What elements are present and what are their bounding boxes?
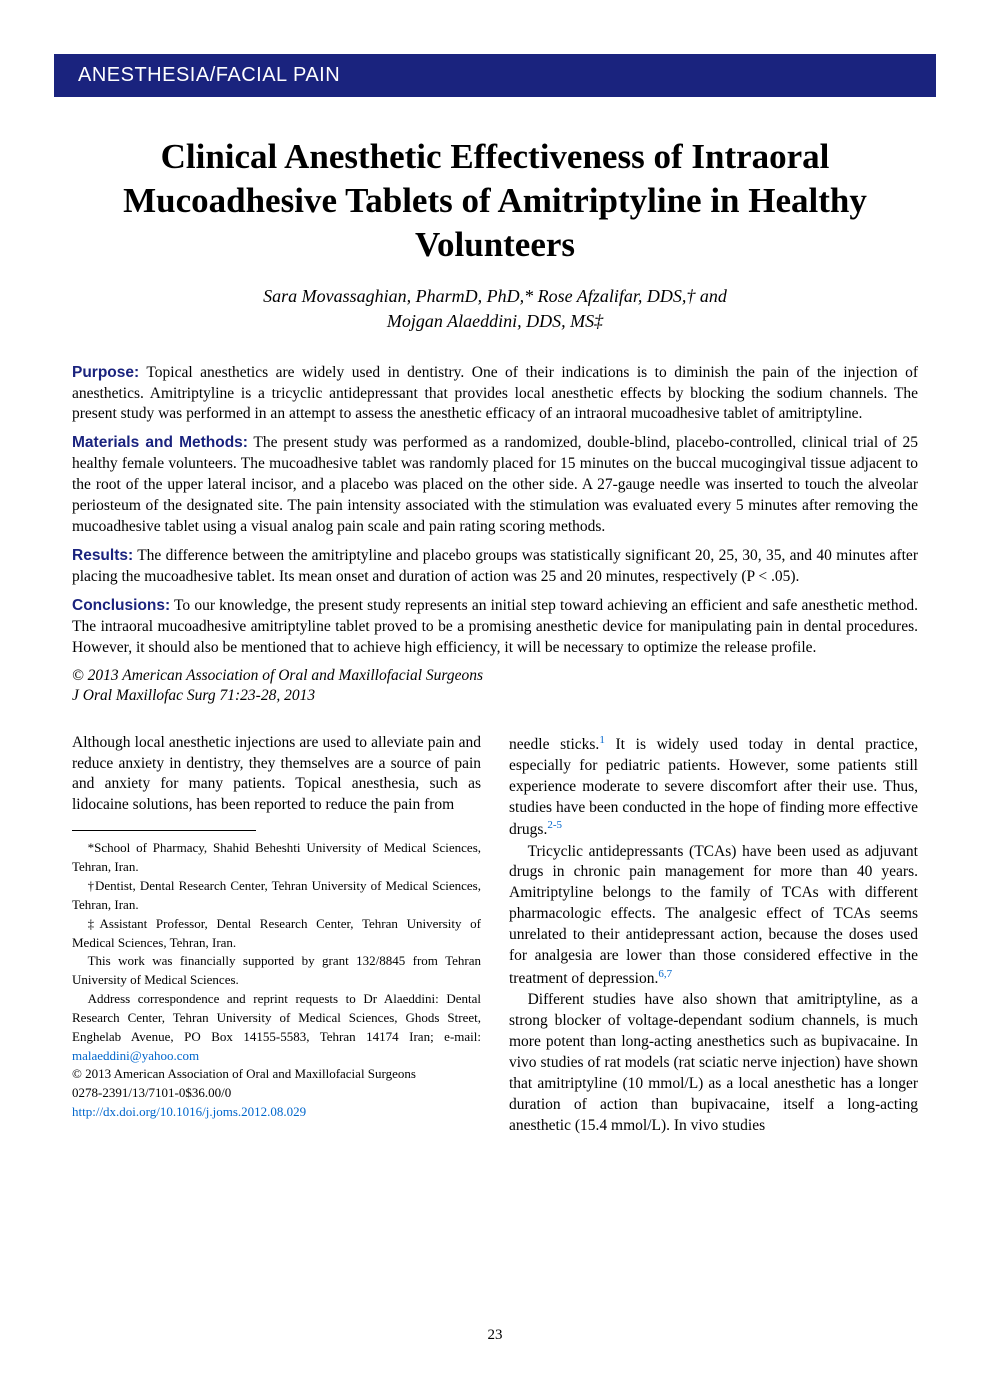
affil-doi: http://dx.doi.org/10.1016/j.joms.2012.08… xyxy=(72,1103,481,1122)
conclusions-label: Conclusions: xyxy=(72,597,170,614)
body-text-2a: Tricyclic antidepressants (TCAs) have be… xyxy=(509,843,918,988)
body-para-3: Different studies have also shown that a… xyxy=(509,990,918,1136)
copyright: © 2013 American Association of Oral and … xyxy=(72,667,918,685)
methods-label: Materials and Methods: xyxy=(72,434,248,451)
abstract: Purpose: Topical anesthetics are widely … xyxy=(72,363,918,659)
body-text-1a: needle sticks. xyxy=(509,736,599,753)
body-para-1-cont: needle sticks.1 It is widely used today … xyxy=(509,733,918,842)
affil-2: †Dentist, Dental Research Center, Tehran… xyxy=(72,877,481,915)
correspondence-email-link[interactable]: malaeddini@yahoo.com xyxy=(72,1048,199,1063)
ref-link-2-5[interactable]: 2-5 xyxy=(547,819,562,831)
citation: J Oral Maxillofac Surg 71:23-28, 2013 xyxy=(72,687,918,705)
abstract-conclusions: Conclusions: To our knowledge, the prese… xyxy=(72,596,918,659)
body-columns: Although local anesthetic injections are… xyxy=(72,733,918,1137)
body-para-2: Tricyclic antidepressants (TCAs) have be… xyxy=(509,842,918,991)
authors-line2: Mojgan Alaeddini, DDS, MS‡ xyxy=(387,311,603,331)
results-label: Results: xyxy=(72,547,133,564)
affil-copyright: © 2013 American Association of Oral and … xyxy=(72,1065,481,1084)
abstract-methods: Materials and Methods: The present study… xyxy=(72,433,918,538)
purpose-label: Purpose: xyxy=(72,364,139,381)
abstract-purpose: Purpose: Topical anesthetics are widely … xyxy=(72,363,918,426)
page-number: 23 xyxy=(0,1327,990,1344)
article-title: Clinical Anesthetic Effectiveness of Int… xyxy=(90,135,900,266)
affiliation-divider xyxy=(72,830,256,831)
body-para-1: Although local anesthetic injections are… xyxy=(72,733,481,817)
doi-link[interactable]: http://dx.doi.org/10.1016/j.joms.2012.08… xyxy=(72,1104,306,1119)
affil-correspondence: Address correspondence and reprint reque… xyxy=(72,990,481,1065)
section-header: ANESTHESIA/FACIAL PAIN xyxy=(54,54,936,97)
affil-3: ‡Assistant Professor, Dental Research Ce… xyxy=(72,915,481,953)
affil-1: *School of Pharmacy, Shahid Beheshti Uni… xyxy=(72,839,481,877)
purpose-text: Topical anesthetics are widely used in d… xyxy=(72,364,918,423)
authors: Sara Movassaghian, PharmD, PhD,* Rose Af… xyxy=(90,284,900,334)
ref-link-6-7[interactable]: 6,7 xyxy=(658,968,672,980)
affil-issn: 0278-2391/13/7101-0$36.00/0 xyxy=(72,1084,481,1103)
results-text: The difference between the amitriptyline… xyxy=(72,547,918,585)
abstract-results: Results: The difference between the amit… xyxy=(72,546,918,588)
affiliations: *School of Pharmacy, Shahid Beheshti Uni… xyxy=(72,839,481,1122)
authors-line1: Sara Movassaghian, PharmD, PhD,* Rose Af… xyxy=(263,286,727,306)
left-column: Although local anesthetic injections are… xyxy=(72,733,481,1137)
right-column: needle sticks.1 It is widely used today … xyxy=(509,733,918,1137)
affil-funding: This work was financially supported by g… xyxy=(72,952,481,990)
conclusions-text: To our knowledge, the present study repr… xyxy=(72,597,918,656)
correspondence-text: Address correspondence and reprint reque… xyxy=(72,991,481,1044)
